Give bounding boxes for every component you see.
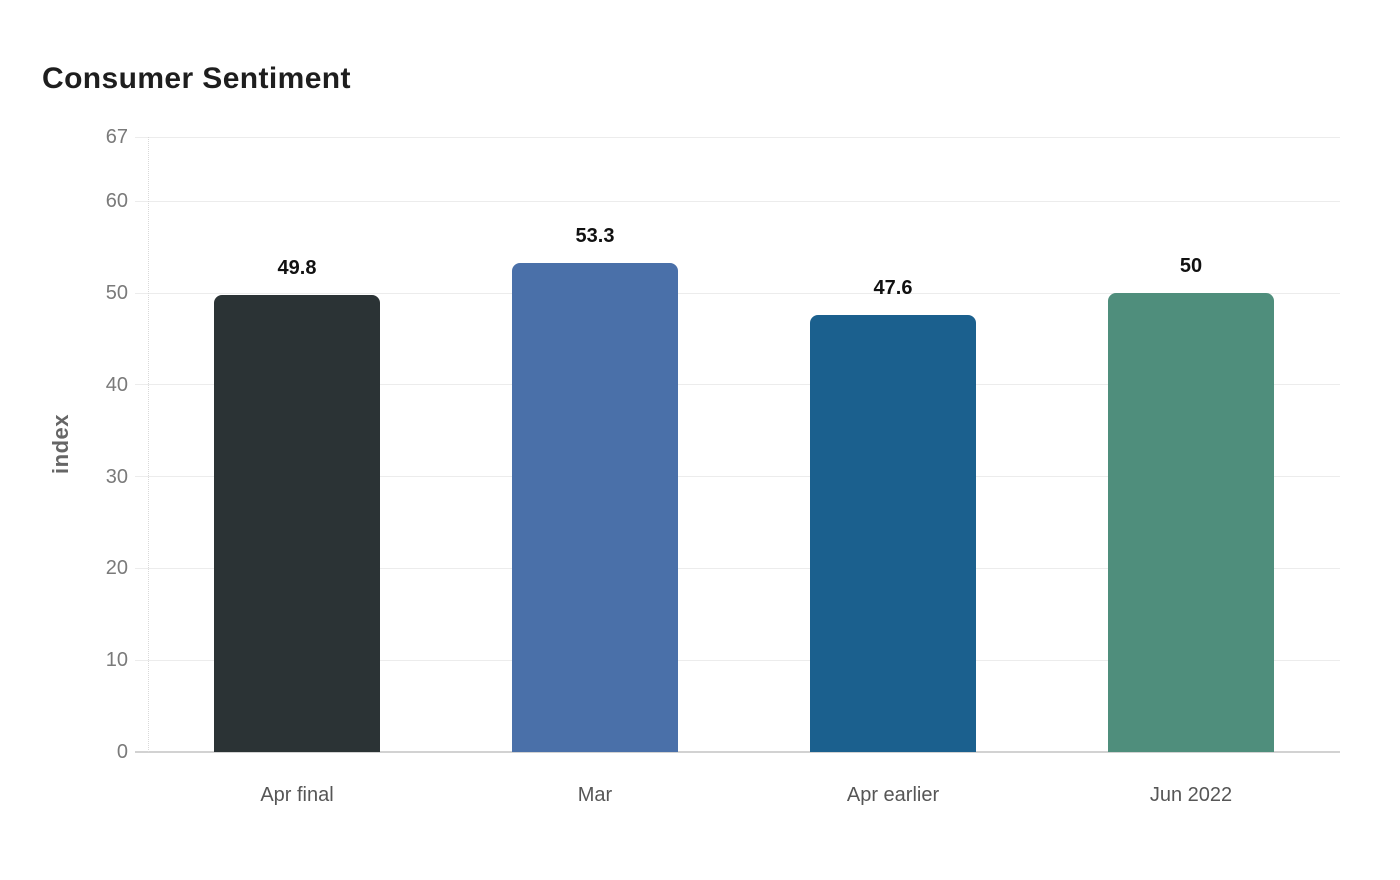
bar-apr-final: [214, 294, 380, 752]
y-axis-label: index: [48, 414, 73, 474]
gridline-40: [135, 384, 1340, 386]
bar-jun-2022: [1108, 293, 1274, 752]
gridline-50: [135, 292, 1340, 294]
y-tick-label-10: 10: [105, 649, 128, 672]
gridline-20: [135, 567, 1340, 569]
gridline-10: [135, 659, 1340, 661]
x-tick-label-apr-earlier: Apr earlier: [846, 784, 940, 806]
bar-value-label-apr-final: 49.8: [277, 256, 317, 279]
y-tick-label-30: 30: [105, 465, 128, 488]
y-tick-label-60: 60: [105, 190, 128, 213]
x-axis-baseline: [135, 751, 1340, 753]
y-axis-spine: [148, 137, 149, 752]
gridline-30: [135, 476, 1340, 478]
chart-title: Consumer Sentiment: [42, 62, 351, 95]
bar-value-label-jun-2022: 50: [1179, 255, 1203, 278]
y-tick-label-50: 50: [105, 282, 128, 305]
bar-value-label-apr-earlier: 47.6: [873, 277, 913, 300]
y-tick-label-67: 67: [105, 126, 128, 148]
x-tick-label-jun-2022: Jun 2022: [1149, 784, 1233, 806]
y-tick-label-0: 0: [116, 741, 128, 763]
x-tick-label-mar: Mar: [577, 784, 613, 806]
plot-area: 0 10 20 30 40 50 60 67 49.8 Apr final 53.3 Mar 47.6 A…: [106, 126, 1340, 806]
y-tick-label-40: 40: [105, 373, 128, 396]
y-tick-label-20: 20: [105, 557, 128, 580]
bar-value-label-mar: 53.3: [575, 224, 615, 247]
bar-mar: [512, 262, 678, 752]
gridline-60: [135, 200, 1340, 202]
gridline-67: [135, 136, 1340, 138]
x-tick-label-apr-final: Apr final: [260, 784, 334, 806]
bar-apr-earlier: [810, 315, 976, 752]
